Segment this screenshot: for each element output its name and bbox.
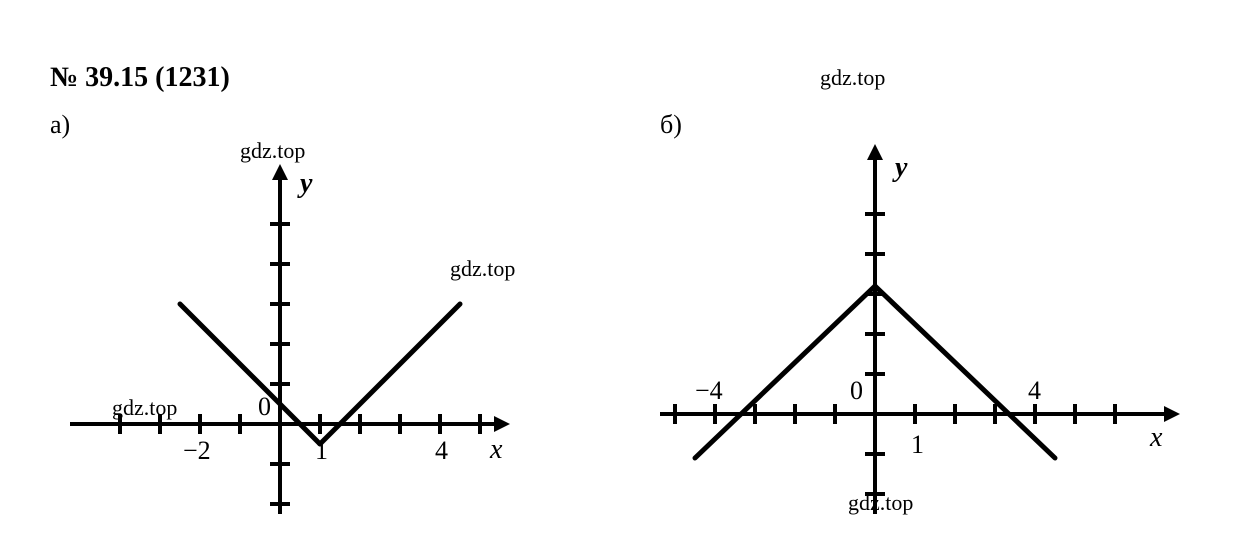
chart-a-y-label: y [300, 168, 312, 200]
chart-a-tick-neg2: −2 [183, 436, 211, 466]
chart-b-origin-label: 0 [850, 376, 863, 406]
chart-b-tick-4: 4 [1028, 376, 1041, 406]
chart-b-svg [650, 134, 1190, 534]
chart-b-container: y x 0 −4 1 4 [650, 134, 1190, 534]
chart-a-svg [60, 154, 520, 534]
part-a-label: а) [50, 110, 70, 140]
chart-a-tick-4: 4 [435, 436, 448, 466]
chart-b-y-label: y [895, 152, 907, 184]
chart-a-container: y x 0 −2 1 4 [60, 154, 520, 534]
chart-a-origin-label: 0 [258, 392, 271, 422]
chart-b-tick-1: 1 [911, 430, 924, 460]
watermark-2: gdz.top [820, 65, 885, 91]
chart-a-tick-1: 1 [315, 436, 328, 466]
chart-b-x-label: x [1150, 422, 1162, 454]
chart-b-tick-neg4: −4 [695, 376, 723, 406]
chart-a-x-label: x [490, 434, 502, 466]
problem-title: № 39.15 (1231) [50, 62, 230, 94]
